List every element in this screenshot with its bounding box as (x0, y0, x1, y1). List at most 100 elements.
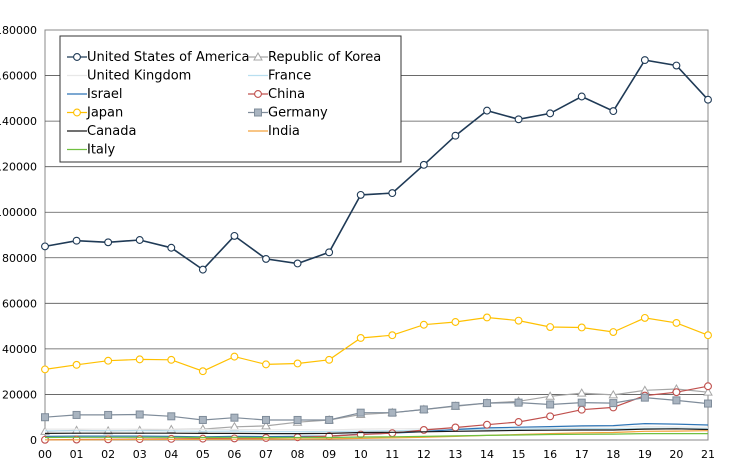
data-point (293, 359, 302, 368)
data-point (672, 61, 681, 70)
series-line (44, 388, 709, 432)
data-point (672, 396, 681, 405)
legend-label: Israel (87, 87, 123, 102)
legend-label: Italy (87, 143, 116, 158)
data-point (72, 236, 81, 245)
data-point (483, 106, 491, 115)
data-point (104, 356, 113, 365)
data-point (577, 323, 586, 332)
legend-item: United Kingdom (67, 69, 191, 84)
data-point (198, 434, 207, 443)
series-line (44, 59, 709, 271)
series-india (45, 430, 709, 441)
legend-item: China (248, 87, 305, 102)
data-point (514, 398, 523, 407)
x-tick-label: 05 (196, 448, 210, 461)
x-tick-label: 19 (638, 448, 652, 461)
data-point (451, 318, 460, 326)
data-point (167, 355, 176, 364)
data-point (451, 423, 460, 432)
y-tick-label: 20000 (2, 388, 37, 401)
legend-item: Israel (67, 87, 123, 102)
data-point (293, 259, 302, 268)
data-point (608, 389, 619, 399)
series-line (44, 433, 708, 439)
data-point (167, 243, 176, 252)
y-tick-label: 120000 (0, 161, 37, 174)
data-point (546, 323, 555, 331)
data-point (419, 405, 428, 414)
data-point (230, 413, 239, 422)
data-point (545, 391, 556, 400)
x-tick-label: 13 (448, 448, 462, 461)
data-point (167, 412, 176, 421)
data-point (640, 56, 649, 65)
x-tick-label: 09 (322, 448, 336, 461)
data-point (293, 415, 302, 424)
x-tick-label: 15 (512, 448, 526, 461)
x-tick-label: 03 (133, 448, 147, 461)
legend: United States of America Republic of Kore… (59, 35, 402, 163)
data-point (388, 408, 397, 417)
x-tick-label: 06 (227, 448, 241, 461)
legend-label: Canada (87, 124, 136, 139)
series-united-states-of-america (41, 56, 712, 274)
data-point (419, 160, 428, 169)
x-tick-label: 16 (543, 448, 557, 461)
series-italy (44, 433, 708, 439)
data-point (704, 382, 712, 391)
y-tick-label: 100000 (0, 206, 37, 219)
y-tick-label: 140000 (0, 115, 37, 128)
series-germany (41, 393, 712, 424)
series-line (44, 427, 709, 433)
data-point (388, 189, 397, 198)
x-tick-label: 04 (164, 448, 178, 461)
legend-label: Republic of Korea (268, 50, 381, 65)
data-point (609, 328, 618, 336)
data-point (72, 410, 81, 419)
series-lines (40, 56, 713, 444)
data-point (451, 401, 460, 410)
y-tick-label: 160000 (0, 70, 37, 83)
data-point (261, 420, 271, 430)
data-point (388, 331, 397, 340)
data-point (704, 331, 712, 340)
data-point (253, 51, 263, 61)
data-point (483, 420, 491, 429)
x-tick-label: 18 (606, 448, 620, 461)
series-line (44, 316, 709, 372)
data-point (546, 109, 555, 118)
legend-box (59, 35, 402, 163)
data-point (262, 415, 270, 424)
data-point (73, 108, 81, 117)
y-tick-label: 180000 (0, 24, 37, 37)
x-tick-label: 17 (575, 448, 589, 461)
legend-label: China (268, 87, 305, 102)
data-point (73, 53, 81, 61)
plot-area (44, 29, 709, 441)
legend-label: France (268, 69, 311, 84)
data-point (451, 131, 460, 140)
y-axis-ticks: 0 20000 40000 60000 80000 100000 120000 140000 1… (0, 24, 37, 447)
y-tick-label: 80000 (2, 252, 37, 265)
data-point (514, 115, 523, 124)
x-tick-label: 14 (480, 448, 494, 461)
data-point (230, 231, 239, 240)
data-point (640, 313, 649, 322)
data-point (41, 413, 49, 422)
data-point (72, 360, 81, 369)
data-point (198, 415, 207, 424)
series-line (44, 396, 709, 421)
x-tick-label: 01 (70, 448, 84, 461)
data-point (325, 355, 334, 364)
x-axis-ticks: 00 01 02 03 04 05 06 07 08 09 10 11 12 13 14 15 16 17 18 19… (38, 448, 715, 461)
x-tick-label: 11 (385, 448, 399, 461)
data-point (262, 360, 270, 369)
data-point (230, 434, 239, 443)
data-point (388, 429, 397, 438)
data-point (577, 405, 586, 414)
legend-label: Germany (268, 106, 328, 121)
series-united-kingdom (45, 425, 709, 431)
data-point (356, 408, 365, 417)
